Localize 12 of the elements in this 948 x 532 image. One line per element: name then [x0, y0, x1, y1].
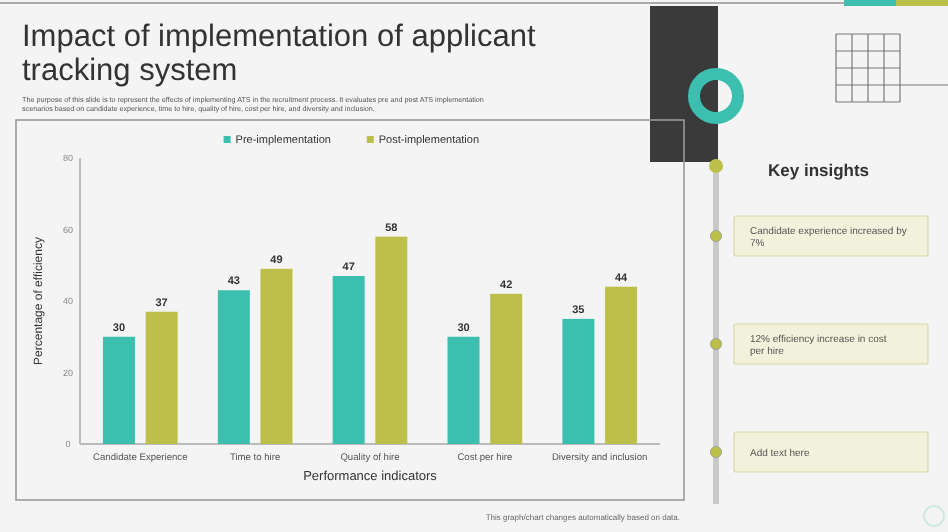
bar: [490, 293, 523, 444]
bar: [562, 318, 595, 444]
bar: [447, 336, 480, 444]
bar: [145, 311, 178, 444]
bar: [605, 286, 638, 444]
bar: [102, 336, 135, 444]
bar: [375, 236, 408, 444]
bar: [332, 275, 365, 444]
bar: [260, 268, 293, 444]
chart-title: Impact of implementation of applicant tracking system: [22, 20, 537, 88]
bar: [217, 290, 250, 444]
text: Key insights: [768, 160, 870, 180]
